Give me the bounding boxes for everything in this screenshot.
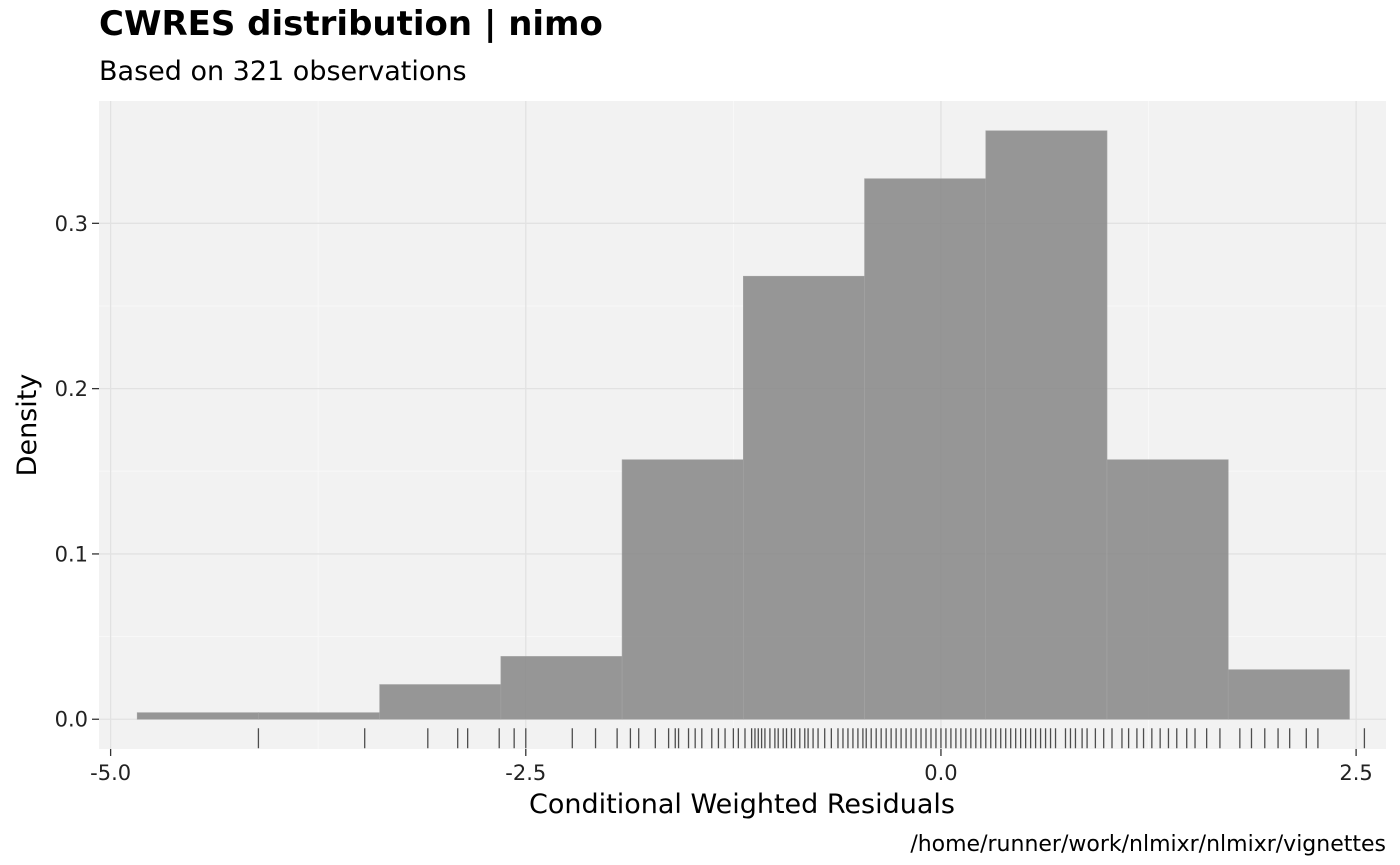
histogram-bar [379,684,502,720]
x-tick-label: -2.5 [505,761,546,785]
histogram-bar [985,130,1108,720]
chart-caption: /home/runner/work/nlmixr/nlmixr/vignette… [910,832,1386,857]
histogram-bar [743,275,865,720]
chart-title: CWRES distribution | nimo [99,4,603,44]
histogram-bar [136,712,259,720]
x-tick-label: 2.5 [1339,761,1372,785]
histogram-bars [136,130,1350,720]
x-axis: -5.0 -2.5 0.0 2.5 [90,749,1373,785]
y-axis-title: Density [12,374,43,477]
y-tick-label: 0.2 [55,377,88,401]
y-tick-label: 0.0 [55,708,88,732]
histogram-bar [500,656,623,720]
x-axis-title: Conditional Weighted Residuals [529,789,955,820]
chart-subtitle: Based on 321 observations [99,56,467,87]
histogram-bar [864,178,987,720]
histogram-bar [1227,669,1350,720]
x-tick-label: 0.0 [924,761,957,785]
histogram-bar [258,712,380,720]
histogram-bar [621,459,744,720]
rug-marks [257,728,1366,749]
x-tick-label: -5.0 [90,761,131,785]
y-axis: 0.0 0.1 0.2 0.3 [55,212,99,732]
y-tick-label: 0.1 [55,542,88,566]
y-tick-label: 0.3 [55,212,88,236]
histogram-bar [1106,459,1229,720]
